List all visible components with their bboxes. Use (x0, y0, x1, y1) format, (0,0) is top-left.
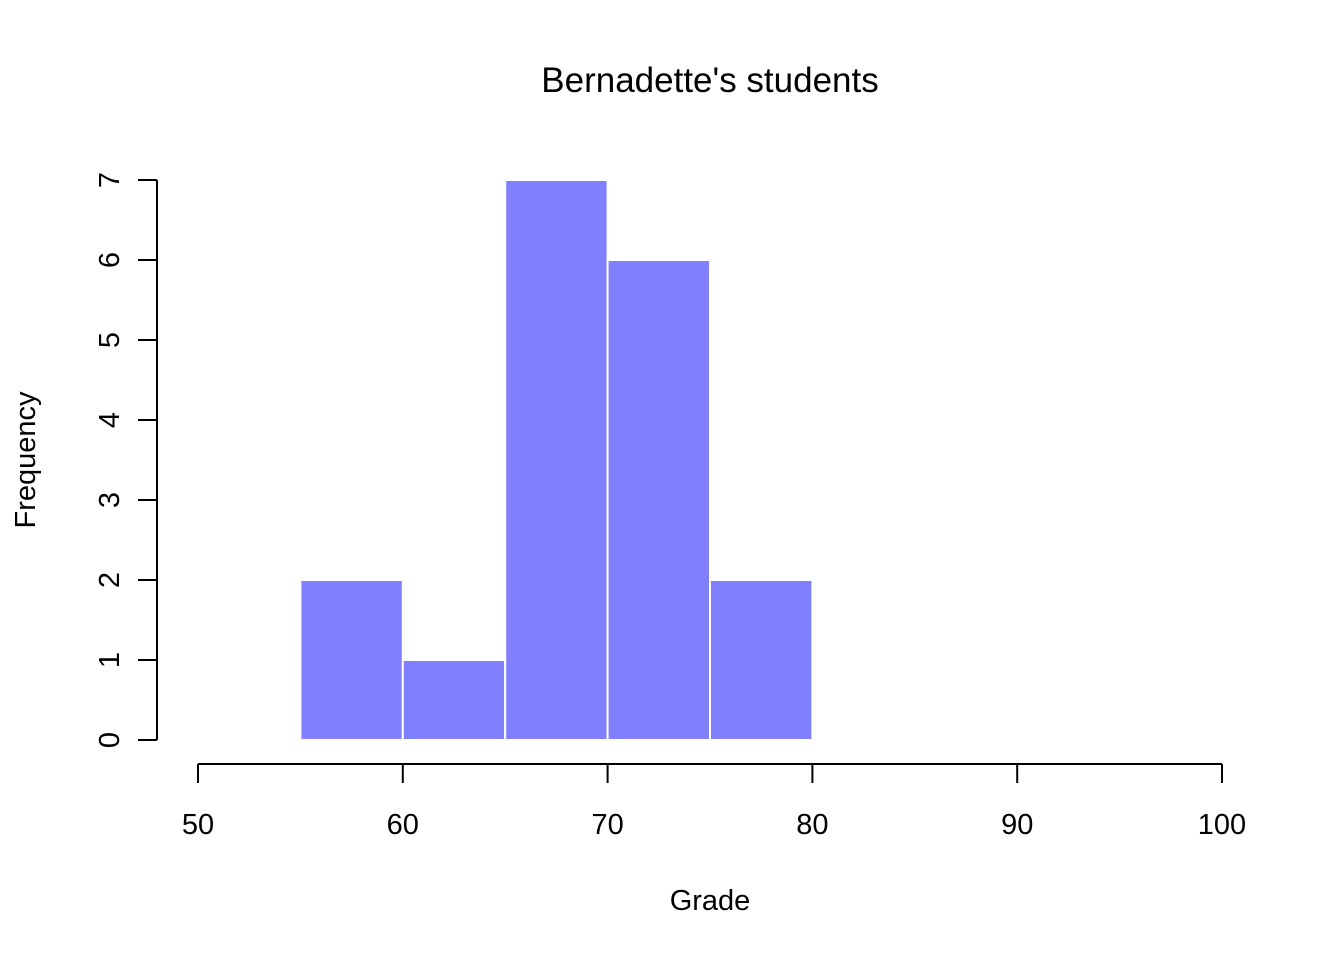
y-tick-label: 4 (94, 412, 126, 428)
x-tick-label: 80 (796, 809, 828, 841)
y-tick-label: 3 (94, 492, 126, 508)
histogram-bar-70-75 (606, 259, 711, 741)
histogram-bar-55-60 (299, 579, 404, 741)
x-tick-label: 60 (387, 809, 419, 841)
y-axis-title: Frequency (10, 391, 42, 529)
x-tick-label: 50 (182, 809, 214, 841)
y-tick-label: 6 (94, 252, 126, 268)
histogram-bar-65-70 (504, 179, 609, 741)
chart-title: Bernadette's students (541, 61, 878, 100)
y-tick-label: 2 (94, 572, 126, 588)
x-tick-label: 100 (1198, 809, 1246, 841)
bars-layer (299, 179, 814, 741)
y-tick-label: 1 (94, 652, 126, 668)
histogram-bar-60-65 (401, 659, 507, 741)
y-tick-label: 7 (94, 172, 126, 188)
y-axis: 0 1 2 3 4 5 6 7 (94, 172, 158, 748)
x-axis: 50 60 70 80 90 100 (182, 763, 1246, 841)
y-tick-label: 0 (94, 732, 126, 748)
y-tick-label: 5 (94, 332, 126, 348)
histogram-bar-75-80 (709, 579, 814, 741)
x-tick-label: 90 (1001, 809, 1033, 841)
x-tick-label: 70 (591, 809, 623, 841)
x-axis-title: Grade (670, 885, 751, 917)
